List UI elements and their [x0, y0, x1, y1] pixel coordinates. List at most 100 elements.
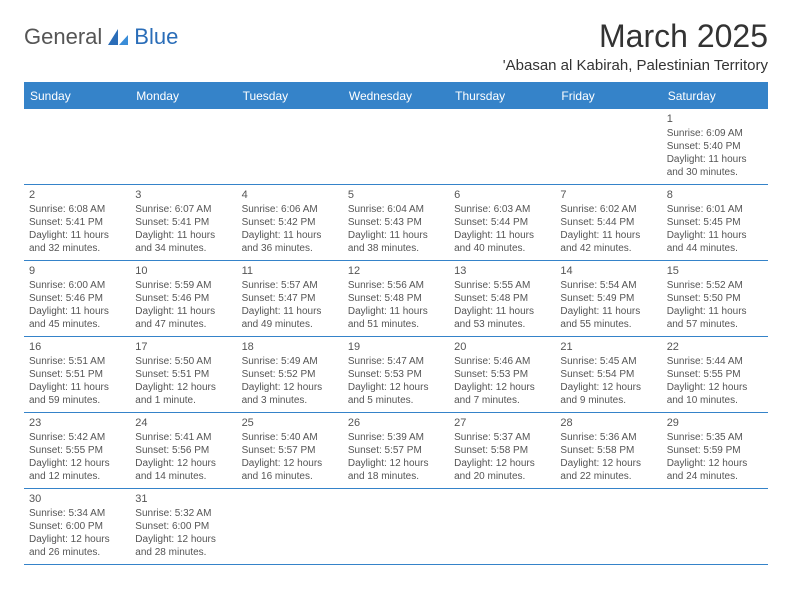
day-number: 1 [667, 112, 763, 126]
sunrise-text: Sunrise: 5:32 AM [135, 507, 231, 520]
sunset-text: Sunset: 5:51 PM [29, 368, 125, 381]
sunset-text: Sunset: 5:58 PM [560, 444, 656, 457]
sunset-text: Sunset: 5:47 PM [242, 292, 338, 305]
day-number: 28 [560, 416, 656, 430]
daylight-text: Daylight: 12 hours [560, 457, 656, 470]
day-number: 12 [348, 264, 444, 278]
daylight-text: and 55 minutes. [560, 318, 656, 331]
daylight-text: and 36 minutes. [242, 242, 338, 255]
day-number: 15 [667, 264, 763, 278]
daylight-text: Daylight: 12 hours [242, 457, 338, 470]
calendar-empty-cell [449, 109, 555, 185]
daylight-text: and 26 minutes. [29, 546, 125, 559]
daylight-text: and 30 minutes. [667, 166, 763, 179]
sunrise-text: Sunrise: 6:08 AM [29, 203, 125, 216]
daylight-text: and 1 minute. [135, 394, 231, 407]
daylight-text: and 20 minutes. [454, 470, 550, 483]
sunset-text: Sunset: 5:53 PM [454, 368, 550, 381]
day-number: 2 [29, 188, 125, 202]
sunset-text: Sunset: 5:46 PM [29, 292, 125, 305]
sunrise-text: Sunrise: 5:47 AM [348, 355, 444, 368]
day-number: 20 [454, 340, 550, 354]
sunset-text: Sunset: 5:41 PM [135, 216, 231, 229]
day-number: 25 [242, 416, 338, 430]
sunset-text: Sunset: 5:58 PM [454, 444, 550, 457]
calendar-day-cell: 28Sunrise: 5:36 AMSunset: 5:58 PMDayligh… [555, 413, 661, 489]
calendar-week-row: 1Sunrise: 6:09 AMSunset: 5:40 PMDaylight… [24, 109, 768, 185]
sunset-text: Sunset: 5:44 PM [454, 216, 550, 229]
day-number: 18 [242, 340, 338, 354]
calendar-empty-cell [343, 489, 449, 565]
calendar-day-cell: 27Sunrise: 5:37 AMSunset: 5:58 PMDayligh… [449, 413, 555, 489]
sunset-text: Sunset: 5:44 PM [560, 216, 656, 229]
day-number: 26 [348, 416, 444, 430]
sunset-text: Sunset: 5:57 PM [348, 444, 444, 457]
sunset-text: Sunset: 5:53 PM [348, 368, 444, 381]
calendar-day-cell: 3Sunrise: 6:07 AMSunset: 5:41 PMDaylight… [130, 185, 236, 261]
calendar-day-cell: 23Sunrise: 5:42 AMSunset: 5:55 PMDayligh… [24, 413, 130, 489]
daylight-text: Daylight: 12 hours [560, 381, 656, 394]
calendar-day-cell: 5Sunrise: 6:04 AMSunset: 5:43 PMDaylight… [343, 185, 449, 261]
calendar-empty-cell [662, 489, 768, 565]
sunrise-text: Sunrise: 6:03 AM [454, 203, 550, 216]
calendar-week-row: 9Sunrise: 6:00 AMSunset: 5:46 PMDaylight… [24, 261, 768, 337]
sunrise-text: Sunrise: 5:50 AM [135, 355, 231, 368]
daylight-text: Daylight: 11 hours [348, 305, 444, 318]
weekday-header: Wednesday [343, 83, 449, 109]
day-number: 24 [135, 416, 231, 430]
sunset-text: Sunset: 5:41 PM [29, 216, 125, 229]
calendar-empty-cell [449, 489, 555, 565]
weekday-header-row: SundayMondayTuesdayWednesdayThursdayFrid… [24, 83, 768, 109]
sunset-text: Sunset: 5:55 PM [29, 444, 125, 457]
daylight-text: Daylight: 11 hours [242, 229, 338, 242]
sunset-text: Sunset: 5:45 PM [667, 216, 763, 229]
sunset-text: Sunset: 5:42 PM [242, 216, 338, 229]
sunrise-text: Sunrise: 5:42 AM [29, 431, 125, 444]
day-number: 11 [242, 264, 338, 278]
day-number: 19 [348, 340, 444, 354]
daylight-text: Daylight: 11 hours [454, 305, 550, 318]
sunrise-text: Sunrise: 5:54 AM [560, 279, 656, 292]
sunset-text: Sunset: 5:40 PM [667, 140, 763, 153]
calendar-day-cell: 6Sunrise: 6:03 AMSunset: 5:44 PMDaylight… [449, 185, 555, 261]
daylight-text: Daylight: 11 hours [29, 305, 125, 318]
sunset-text: Sunset: 5:51 PM [135, 368, 231, 381]
sunrise-text: Sunrise: 5:52 AM [667, 279, 763, 292]
sunrise-text: Sunrise: 6:07 AM [135, 203, 231, 216]
daylight-text: Daylight: 12 hours [348, 381, 444, 394]
sunset-text: Sunset: 5:50 PM [667, 292, 763, 305]
sunset-text: Sunset: 5:59 PM [667, 444, 763, 457]
day-number: 3 [135, 188, 231, 202]
sunset-text: Sunset: 5:54 PM [560, 368, 656, 381]
sunrise-text: Sunrise: 5:55 AM [454, 279, 550, 292]
calendar-day-cell: 19Sunrise: 5:47 AMSunset: 5:53 PMDayligh… [343, 337, 449, 413]
calendar-day-cell: 14Sunrise: 5:54 AMSunset: 5:49 PMDayligh… [555, 261, 661, 337]
daylight-text: and 16 minutes. [242, 470, 338, 483]
day-number: 21 [560, 340, 656, 354]
day-number: 13 [454, 264, 550, 278]
weekday-header: Monday [130, 83, 236, 109]
logo-text-general: General [24, 24, 102, 50]
daylight-text: Daylight: 12 hours [135, 381, 231, 394]
daylight-text: Daylight: 12 hours [29, 533, 125, 546]
day-number: 8 [667, 188, 763, 202]
daylight-text: and 14 minutes. [135, 470, 231, 483]
calendar-day-cell: 1Sunrise: 6:09 AMSunset: 5:40 PMDaylight… [662, 109, 768, 185]
calendar-empty-cell [555, 109, 661, 185]
calendar-day-cell: 26Sunrise: 5:39 AMSunset: 5:57 PMDayligh… [343, 413, 449, 489]
sunset-text: Sunset: 5:43 PM [348, 216, 444, 229]
daylight-text: Daylight: 11 hours [135, 305, 231, 318]
weekday-header: Thursday [449, 83, 555, 109]
header: General Blue March 2025 'Abasan al Kabir… [24, 18, 768, 74]
daylight-text: Daylight: 11 hours [667, 305, 763, 318]
sunrise-text: Sunrise: 5:49 AM [242, 355, 338, 368]
calendar-day-cell: 24Sunrise: 5:41 AMSunset: 5:56 PMDayligh… [130, 413, 236, 489]
calendar-day-cell: 17Sunrise: 5:50 AMSunset: 5:51 PMDayligh… [130, 337, 236, 413]
sunrise-text: Sunrise: 6:02 AM [560, 203, 656, 216]
daylight-text: and 59 minutes. [29, 394, 125, 407]
sunrise-text: Sunrise: 6:09 AM [667, 127, 763, 140]
daylight-text: Daylight: 11 hours [348, 229, 444, 242]
calendar-day-cell: 20Sunrise: 5:46 AMSunset: 5:53 PMDayligh… [449, 337, 555, 413]
calendar-day-cell: 31Sunrise: 5:32 AMSunset: 6:00 PMDayligh… [130, 489, 236, 565]
daylight-text: and 51 minutes. [348, 318, 444, 331]
